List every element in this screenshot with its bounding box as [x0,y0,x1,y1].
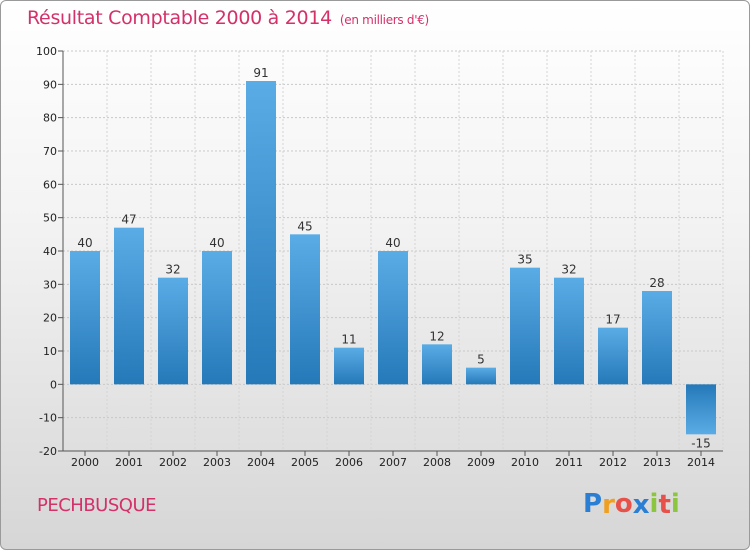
y-tick-label: -10 [39,412,57,425]
x-tick-label: 2001 [115,456,143,469]
y-tick-label: 100 [36,45,57,58]
bar [422,344,452,385]
data-label: 35 [517,253,532,267]
data-label: 5 [477,353,485,367]
bar [114,227,144,385]
logo-letter: t [658,490,671,520]
bar [158,277,188,385]
x-tick-label: 2012 [599,456,627,469]
bar [290,234,320,385]
data-label: 47 [121,213,136,227]
data-label: 32 [561,263,576,277]
chart-subtitle: (en milliers d'€) [339,13,429,27]
x-tick-label: 2002 [159,456,187,469]
y-tick-label: 90 [43,78,57,91]
x-tick-label: 2000 [71,456,99,469]
bar [246,81,276,385]
data-label: 45 [297,219,312,233]
y-tick-label: 80 [43,112,57,125]
bar [642,291,672,385]
data-label: 40 [77,236,92,250]
data-label: -15 [691,436,711,450]
x-tick-label: 2011 [555,456,583,469]
bars [70,81,716,435]
x-tick-label: 2003 [203,456,231,469]
axes: -20 -10 0 10 20 30 40 50 60 70 80 90 100 2000 2001 2002… [36,45,723,469]
logo-letter: r [602,490,615,520]
data-label: 11 [341,333,356,347]
x-tick-label: 2007 [379,456,407,469]
data-label: 32 [165,263,180,277]
value-labels: 40 47 32 40 91 45 11 40 12 5 35 32 17 28 -15 [77,66,710,450]
data-label: 40 [209,236,224,250]
bar [334,347,364,385]
chart-title: Résultat Comptable 2000 à 2014 (en millie… [27,7,429,29]
bar [554,277,584,385]
data-label: 12 [429,329,444,343]
data-label: 91 [253,66,268,80]
chart-title-text: Résultat Comptable 2000 à 2014 [27,7,332,29]
x-tick-label: 2008 [423,456,451,469]
bar [378,251,408,385]
x-tick-label: 2010 [511,456,539,469]
y-tick-label: -20 [39,445,57,458]
data-label: 40 [385,236,400,250]
y-tick-label: 30 [43,278,57,291]
x-tick-label: 2006 [335,456,363,469]
x-tick-label: 2005 [291,456,319,469]
logo-letter: i [649,489,659,519]
y-tick-label: 60 [43,178,57,191]
y-tick-label: 40 [43,245,57,258]
x-tick-label: 2013 [643,456,671,469]
commune-name: PECHBUSQUE [37,495,157,516]
x-tick-label: 2004 [247,456,275,469]
logo-letter: x [632,490,650,520]
logo-letter: P [583,489,603,519]
bar [686,384,716,435]
y-tick-label: 20 [43,312,57,325]
bar [598,327,628,385]
y-tick-label: 50 [43,212,57,225]
x-tick-label: 2014 [687,456,715,469]
data-label: 28 [649,276,664,290]
data-label: 17 [605,313,620,327]
y-tick-label: 70 [43,145,57,158]
bar [466,367,496,385]
bar [510,267,540,385]
x-tick-label: 2009 [467,456,495,469]
y-tick-label: 0 [50,378,57,391]
bar [70,251,100,385]
bar [202,251,232,385]
logo-letter: o [614,489,633,519]
y-tick-label: 10 [43,345,57,358]
logo-letter: i [670,489,680,519]
proxiti-logo[interactable]: Proxiti [583,489,680,520]
